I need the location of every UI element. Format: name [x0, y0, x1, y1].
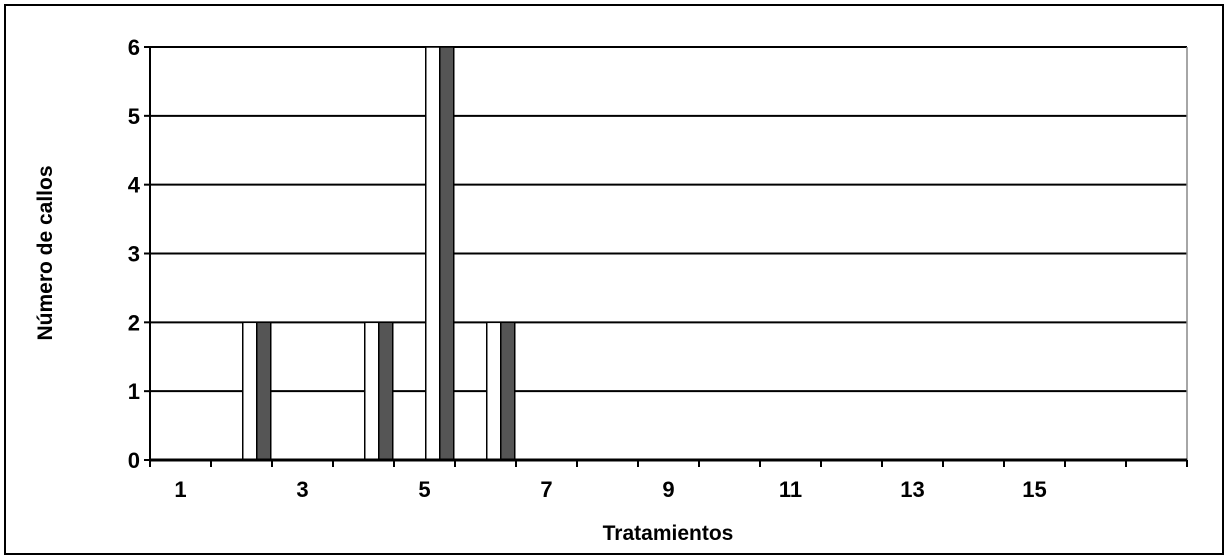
- ytick-label-4: 4: [128, 173, 141, 198]
- ytick-label-3: 3: [128, 242, 140, 267]
- bar-cat-5-series-2: [439, 46, 455, 461]
- ytick-label-1: 1: [128, 379, 140, 404]
- y-tick-labels: 0 1 2 3 4 5 6: [128, 35, 141, 473]
- xtick-label-13: 13: [900, 477, 924, 502]
- ytick-label-6: 6: [128, 35, 140, 60]
- xtick-label-15: 15: [1022, 477, 1046, 502]
- bar-cat-5-series-1: [425, 46, 441, 461]
- xtick-label-11: 11: [779, 477, 802, 502]
- xtick-label-1: 1: [174, 477, 186, 502]
- bar-cat-4-series-1: [364, 321, 380, 461]
- xtick-label-5: 5: [418, 477, 430, 502]
- bar-cat-4-series-2: [378, 321, 394, 461]
- ytick-label-0: 0: [128, 448, 140, 473]
- xtick-label-7: 7: [540, 477, 552, 502]
- grid-lines: [150, 46, 1187, 393]
- x-axis-title: Tratamientos: [603, 522, 734, 545]
- chart-frame: [4, 4, 1224, 555]
- x-tick-labels: 1 3 5 7 9 11 13 15: [174, 477, 1046, 502]
- axes: [144, 46, 1188, 467]
- bar-cat-6-series-2: [500, 321, 516, 461]
- bar-cat-2-series-1: [242, 321, 258, 461]
- bar-cat-2-series-2: [256, 321, 272, 461]
- xtick-label-3: 3: [296, 477, 308, 502]
- ytick-label-5: 5: [128, 104, 140, 129]
- y-axis-title: Número de callos: [34, 165, 57, 340]
- xtick-label-9: 9: [662, 477, 674, 502]
- ytick-label-2: 2: [128, 310, 140, 335]
- bars: [242, 46, 516, 461]
- bar-cat-6-series-1: [486, 321, 502, 461]
